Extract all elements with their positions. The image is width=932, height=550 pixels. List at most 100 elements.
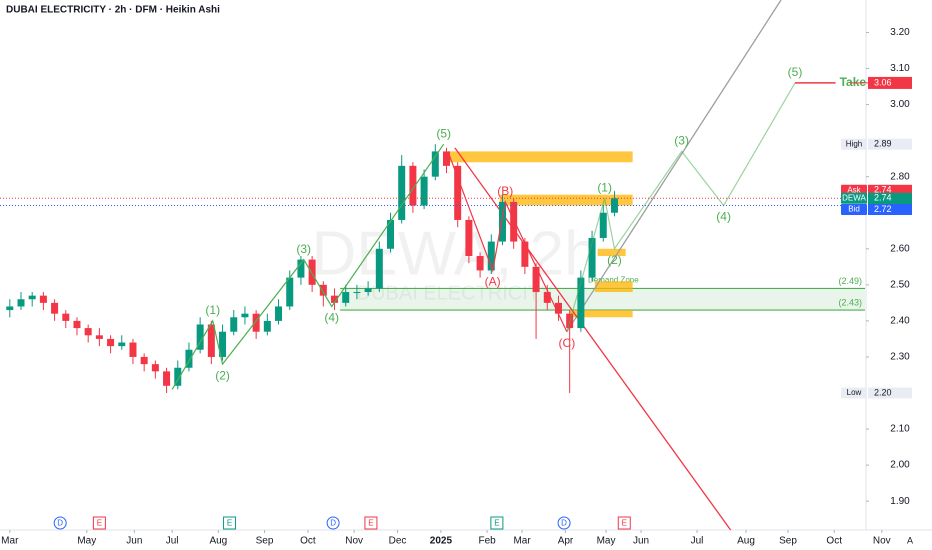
price-value: 2.74 — [874, 193, 892, 203]
x-tick-label: Jul — [691, 536, 704, 547]
candle-body — [39, 295, 47, 303]
event-marker[interactable] — [326, 516, 340, 530]
candle-body — [275, 306, 283, 321]
candle-body — [319, 284, 327, 296]
candle-body — [387, 219, 395, 249]
price-value-badge — [868, 204, 912, 216]
price-value: 2.74 — [874, 185, 892, 195]
event-letter: E — [368, 519, 373, 528]
demand-zone-label: Demand Zone — [588, 276, 639, 285]
y-tick-label: 3.00 — [890, 99, 910, 110]
x-tick-label: Feb — [478, 536, 496, 547]
event-marker[interactable] — [557, 516, 571, 530]
y-tick-label: 1.90 — [890, 496, 910, 507]
candle-body — [95, 335, 103, 339]
y-tick-label: 2.40 — [890, 316, 910, 327]
x-tick-label: Mar — [1, 536, 19, 547]
candle-body — [73, 320, 81, 329]
x-tick-label: Dec — [389, 536, 407, 547]
wave-label: (5) — [788, 65, 803, 79]
price-name-badge — [841, 204, 867, 216]
candle-body — [476, 255, 484, 271]
candle-body — [610, 198, 618, 213]
candle-body — [297, 259, 305, 278]
candle-body — [599, 212, 607, 238]
event-letter: E — [622, 519, 627, 528]
candle-body — [308, 259, 316, 285]
candle-body — [51, 302, 59, 314]
candle-body — [498, 201, 506, 242]
x-tick-label: Mar — [513, 536, 531, 547]
candle-body — [286, 277, 294, 307]
candle-body — [6, 306, 14, 311]
y-tick-label: 2.10 — [890, 424, 910, 435]
event-letter: E — [227, 519, 232, 528]
price-value: 2.20 — [874, 387, 892, 397]
price-name-badge — [841, 387, 867, 399]
supply-zone — [569, 310, 633, 318]
event-letter: D — [57, 519, 63, 528]
candle-body — [331, 295, 339, 303]
wave-label: (2) — [607, 253, 622, 267]
wave-label: (4) — [324, 311, 339, 325]
candle-body — [107, 338, 115, 347]
wave-label: (2) — [215, 368, 230, 382]
price-value-badge — [868, 387, 912, 399]
candle-body — [174, 367, 182, 386]
x-tick-label: 2025 — [430, 536, 453, 547]
candle-body — [442, 151, 450, 166]
wave-label: (A) — [485, 275, 501, 289]
x-tick-label: Aug — [209, 536, 227, 547]
y-tick-label: 2.80 — [890, 171, 910, 182]
y-tick-label: 2.00 — [890, 460, 910, 471]
candle-body — [84, 328, 92, 336]
wave-label: (3) — [674, 134, 689, 148]
price-value-badge — [868, 184, 912, 196]
supply-zone — [447, 151, 633, 163]
event-marker[interactable] — [92, 516, 106, 530]
wave-label: (4) — [716, 210, 731, 224]
x-tick-label: May — [597, 536, 616, 547]
event-marker[interactable] — [617, 516, 631, 530]
event-letter: D — [561, 519, 567, 528]
candle-body — [532, 266, 540, 293]
event-marker[interactable] — [223, 516, 237, 530]
x-tick-label: Sep — [256, 536, 274, 547]
candle-body — [409, 165, 417, 206]
price-name: Bid — [848, 205, 860, 214]
price-name-badge — [841, 192, 867, 204]
wave-label: (B) — [497, 184, 513, 198]
level-label: (2.49) — [838, 276, 862, 286]
x-tick-label: Aug — [737, 536, 755, 547]
candle-body — [129, 342, 137, 357]
x-tick-label: Nov — [873, 536, 891, 547]
price-name: High — [846, 139, 862, 148]
wave-label: (1) — [205, 303, 220, 317]
candle-body — [375, 248, 383, 289]
event-marker[interactable] — [364, 516, 378, 530]
candle-body — [241, 313, 249, 318]
event-marker[interactable] — [490, 516, 504, 530]
watermark: DUBAI ELECTRICITY — [357, 282, 554, 304]
event-letter: E — [494, 519, 499, 528]
take-profit-badge — [868, 76, 912, 89]
event-marker[interactable] — [53, 516, 67, 530]
candle-body — [431, 151, 439, 177]
price-name: Ask — [847, 185, 861, 194]
wave-label: (5) — [436, 126, 451, 140]
y-tick-label: 2.30 — [890, 352, 910, 363]
price-name: Low — [847, 388, 862, 397]
auto-scale-button[interactable]: A — [907, 535, 913, 545]
wave-line — [447, 151, 568, 332]
candle-body — [28, 295, 36, 300]
trendline — [566, 0, 782, 333]
price-value-badge — [868, 138, 912, 150]
wave-label: (C) — [559, 336, 576, 350]
candle-body — [465, 219, 473, 256]
x-tick-label: Oct — [300, 536, 316, 547]
y-tick-label: 2.50 — [890, 279, 910, 290]
candle-body — [420, 176, 428, 206]
price-value: 2.72 — [874, 204, 892, 214]
candle-body — [118, 342, 126, 347]
